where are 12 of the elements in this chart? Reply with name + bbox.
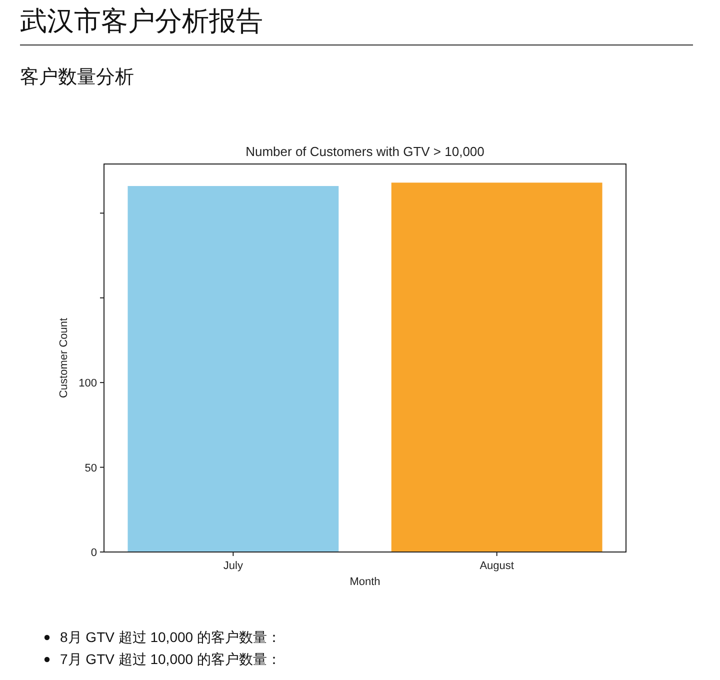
x-axis-title: Month	[350, 576, 380, 588]
y-tick-label: 100	[78, 378, 97, 390]
y-axis-title: Customer Count	[58, 318, 70, 398]
text: 客户数量分析	[20, 66, 134, 88]
text: 武汉市客户分析报告	[20, 6, 263, 36]
y-tick-label: 0	[90, 547, 97, 559]
chart-title: Number of Customers with GTV > 10,000	[246, 144, 484, 159]
text: 8月 GTV 超过 10,000 的客户数量：	[60, 629, 281, 645]
x-tick-label: July	[223, 560, 244, 572]
x-tick-label: August	[480, 560, 514, 572]
y-tick-label: 50	[84, 462, 97, 474]
text: 7月 GTV 超过 10,000 的客户数量：	[60, 651, 281, 667]
